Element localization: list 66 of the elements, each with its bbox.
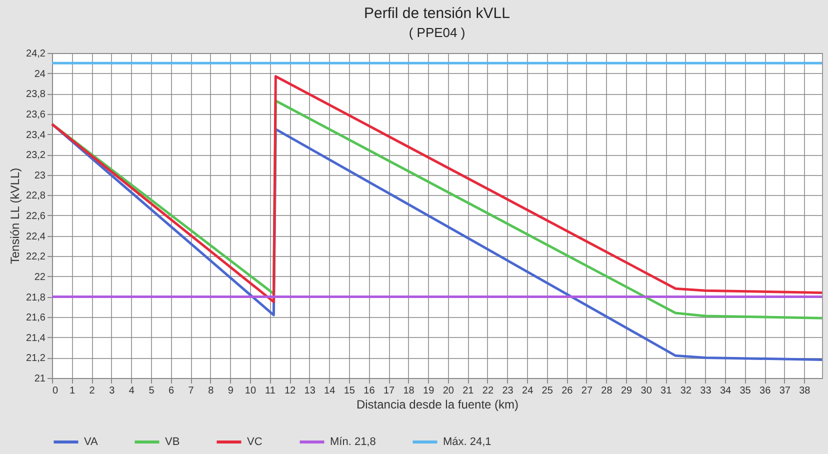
- x-tick-label: 28: [601, 386, 613, 396]
- x-tick-label: 33: [700, 386, 712, 396]
- x-tick-label: 11: [265, 386, 276, 396]
- x-tick-label: 2: [89, 386, 96, 396]
- x-tick-label: 17: [383, 386, 396, 396]
- y-tick-label: 23,2: [26, 150, 46, 162]
- x-tick-label: 24: [522, 386, 534, 396]
- x-tick-label: 4: [128, 386, 135, 396]
- y-tick-label: 22,4: [26, 231, 46, 242]
- chart-subtitle: ( PPE04 ): [408, 25, 466, 40]
- y-axis-title: Tensión LL (kVLL): [8, 168, 22, 264]
- x-tick-label: 32: [680, 386, 692, 396]
- x-tick-label: 37: [779, 386, 791, 396]
- legend-label: Máx. 24,1: [443, 436, 492, 448]
- x-tick-label: 7: [188, 386, 194, 396]
- x-tick-label: 10: [244, 386, 256, 396]
- x-tick-label: 20: [442, 386, 454, 396]
- y-tick-label: 23,4: [26, 130, 46, 141]
- y-tick-label: 21: [34, 374, 46, 384]
- x-tick-label: 18: [403, 386, 415, 396]
- legend-label: VC: [247, 436, 262, 448]
- legend-label: VA: [84, 436, 99, 448]
- x-tick-label: 16: [364, 386, 376, 396]
- line-series: [50, 75, 824, 304]
- x-tick-label: 34: [720, 386, 732, 396]
- x-tick-label: 22: [482, 386, 494, 396]
- x-tick-label: 14: [324, 386, 336, 396]
- legend-label: VB: [165, 436, 180, 448]
- x-tick-label: 12: [284, 386, 296, 396]
- y-tick-label: 22,2: [26, 252, 46, 263]
- x-tick-label: 1: [70, 386, 76, 396]
- x-tick-label: 36: [760, 386, 772, 396]
- chart-title: Perfil de tensión kVLL: [364, 5, 510, 22]
- x-tick-label: 8: [208, 386, 214, 396]
- y-tick-label: 21,4: [26, 332, 46, 344]
- y-tick-label: 21,2: [26, 353, 46, 364]
- x-tick-label: 0: [52, 386, 58, 396]
- x-tick-label: 31: [660, 386, 672, 396]
- x-tick-label: 5: [148, 386, 155, 396]
- y-tick-label: 22,6: [26, 211, 46, 222]
- x-tick-label: 29: [620, 386, 633, 396]
- x-tick-label: 3: [109, 386, 116, 396]
- x-tick-label: 6: [168, 386, 174, 396]
- y-tick-label: 23: [34, 170, 46, 182]
- x-tick-label: 13: [304, 386, 316, 396]
- y-tick-label: 21,8: [26, 292, 46, 304]
- y-tick-label: 24: [34, 68, 46, 80]
- x-tick-label: 23: [502, 386, 514, 396]
- y-tick-label: 24,2: [26, 48, 46, 60]
- x-tick-label: 19: [423, 386, 435, 396]
- x-tick-label: 38: [799, 386, 811, 396]
- y-tick-label: 22: [34, 272, 46, 283]
- x-tick-label: 35: [740, 386, 752, 396]
- x-tick-label: 26: [562, 386, 574, 396]
- y-tick-label: 22,8: [26, 190, 46, 202]
- x-tick-label: 30: [640, 386, 652, 396]
- y-tick-label: 23,8: [26, 89, 46, 100]
- x-tick-label: 27: [581, 386, 593, 396]
- x-tick-label: 25: [542, 386, 554, 396]
- y-tick-label: 21,6: [26, 312, 46, 324]
- x-tick-label: 9: [228, 386, 234, 396]
- x-axis-title: Distancia desde la fuente (km): [356, 398, 519, 412]
- legend-label: Mín. 21,8: [330, 436, 376, 448]
- x-tick-label: 21: [462, 386, 474, 396]
- y-tick-label: 23,6: [26, 109, 46, 120]
- x-tick-label: 15: [344, 386, 356, 396]
